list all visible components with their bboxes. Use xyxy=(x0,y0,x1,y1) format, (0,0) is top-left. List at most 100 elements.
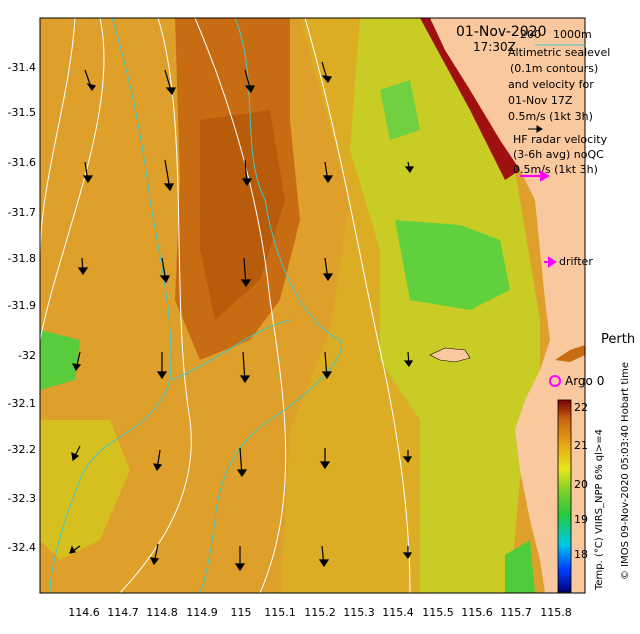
contour-scale-label: 1000m xyxy=(553,28,592,41)
lon-tick-label: 114.8 xyxy=(146,606,178,619)
sst-warm-ridge xyxy=(200,110,285,320)
lon-tick-label: 115 xyxy=(231,606,252,619)
argo-label: Argo 0 xyxy=(565,374,604,388)
lon-tick-label: 115.8 xyxy=(540,606,572,619)
hf-radar-legend: HF radar velocity (3-6h avg) noQC 0.5m/s… xyxy=(513,133,608,182)
colorbar-tick-label: 22 xyxy=(574,401,588,414)
lat-tick-label: -32 xyxy=(18,349,36,362)
map-frame xyxy=(39,17,586,594)
credit-text: © IMOS 09-Nov-2020 05:03:40 Hobart time xyxy=(620,362,631,580)
lat-tick-label: -31.5 xyxy=(8,106,36,119)
hf-radar-legend-line: (3-6h avg) noQC xyxy=(513,148,604,161)
lon-tick-label: 115.7 xyxy=(500,606,532,619)
lon-tick-label: 115.1 xyxy=(264,606,296,619)
velocity-arrow xyxy=(402,546,413,560)
lat-tick-label: -32.2 xyxy=(8,443,36,456)
altimetry-legend-line: 0.5m/s (1kt 3h) xyxy=(508,110,593,123)
lat-tick-label: -31.7 xyxy=(8,206,36,219)
map-date: 01-Nov-2020 xyxy=(456,24,547,40)
velocity-arrow xyxy=(402,450,413,464)
lat-axis: -31.4 -31.5 -31.6 -31.7 -31.8 -31.9 -32 … xyxy=(8,61,36,554)
sst-green-patch-3 xyxy=(40,330,80,390)
velocity-arrow xyxy=(241,159,253,187)
velocity-arrow xyxy=(156,352,168,380)
sst-green-patch-1 xyxy=(395,220,510,310)
velocity-arrow xyxy=(159,257,170,284)
velocity-arrow xyxy=(321,351,333,380)
lon-tick-label: 114.9 xyxy=(186,606,218,619)
lon-tick-label: 115.2 xyxy=(304,606,336,619)
velocity-arrow xyxy=(71,445,81,462)
sst-yellow-patch xyxy=(40,420,130,560)
velocity-arrow xyxy=(318,545,330,568)
colorbar: 22 21 20 19 18 Temp. (°C) VIIRS_NPP 6% q… xyxy=(557,399,605,593)
velocity-arrow xyxy=(403,351,414,368)
sst-green-patch-2 xyxy=(380,80,420,140)
contour-scale: 200 1000m xyxy=(520,28,592,46)
lat-tick-label: -31.9 xyxy=(8,299,36,312)
altimetry-legend-line: and velocity for xyxy=(508,78,594,91)
lon-axis: 114.6 114.7 114.8 114.9 115 115.1 115.2 … xyxy=(68,606,572,619)
colorbar-gradient xyxy=(557,399,572,593)
rottnest-island xyxy=(429,347,471,363)
map-area xyxy=(40,18,585,593)
colorbar-tick-label: 20 xyxy=(574,478,588,491)
colorbar-tick-label: 19 xyxy=(574,513,588,526)
colorbar-tick-label: 18 xyxy=(574,548,588,561)
velocity-arrow xyxy=(322,257,334,282)
velocity-arrow xyxy=(77,257,89,276)
lon-tick-label: 115.5 xyxy=(422,606,454,619)
velocity-arrow xyxy=(152,449,163,472)
argo-marker xyxy=(549,375,561,387)
velocity-arrow xyxy=(164,69,176,96)
velocity-arrow xyxy=(404,161,415,174)
sst-red-coastal-band xyxy=(420,18,520,180)
drifter-legend: drifter xyxy=(544,255,593,268)
isobath-contours xyxy=(49,18,342,593)
hf-radar-legend-line: HF radar velocity xyxy=(513,133,608,146)
altimetry-legend-line: (0.1m contours) xyxy=(510,62,598,75)
lat-tick-label: -31.6 xyxy=(8,156,36,169)
swan-river xyxy=(555,345,585,362)
altimetry-legend-line: 01-Nov 17Z xyxy=(508,94,573,107)
altimetry-legend-line: Altimetric sealevel xyxy=(508,46,610,59)
velocity-arrow xyxy=(149,543,160,566)
lon-tick-label: 115.4 xyxy=(382,606,414,619)
lat-tick-label: -31.8 xyxy=(8,252,36,265)
lon-tick-label: 115.6 xyxy=(461,606,493,619)
lon-tick-label: 114.6 xyxy=(68,606,100,619)
hf-radar-scale-arrow xyxy=(520,170,551,182)
velocity-arrow xyxy=(71,351,82,372)
altimetry-legend: Altimetric sealevel (0.1m contours) and … xyxy=(508,46,610,133)
drifter-label: drifter xyxy=(559,255,593,268)
velocity-arrow xyxy=(321,61,332,84)
velocity-arrow xyxy=(163,159,174,192)
sst-green-patch-4 xyxy=(505,540,535,593)
colorbar-ticks: 22 21 20 19 18 xyxy=(574,401,588,561)
velocity-arrow xyxy=(322,161,334,184)
velocity-arrow xyxy=(82,161,94,184)
hf-radar-legend-line: 0.5m/s (1kt 3h) xyxy=(513,163,598,176)
lat-tick-label: -32.4 xyxy=(8,541,36,554)
velocity-arrow xyxy=(244,69,255,94)
altimetry-scale-arrow xyxy=(528,125,543,133)
velocity-arrow xyxy=(84,69,97,92)
colorbar-tick-label: 21 xyxy=(574,439,588,452)
lat-tick-label: -32.3 xyxy=(8,492,36,505)
velocity-arrow xyxy=(236,447,248,478)
velocity-arrow xyxy=(319,448,331,470)
velocity-arrows xyxy=(69,61,415,572)
velocity-arrow xyxy=(240,257,252,288)
map-time: 17:30Z xyxy=(473,40,516,54)
velocity-arrow xyxy=(69,545,81,554)
colorbar-title: Temp. (°C) VIIRS_NPP 6% ql>=4 xyxy=(594,429,605,591)
drifter-arrow xyxy=(544,256,557,268)
velocity-arrow xyxy=(239,351,251,384)
land-mass xyxy=(430,18,585,593)
lat-tick-label: -32.1 xyxy=(8,397,36,410)
lon-tick-label: 115.3 xyxy=(343,606,375,619)
lat-tick-label: -31.4 xyxy=(8,61,36,74)
contour-scale-label: 200 xyxy=(520,28,541,41)
velocity-arrow xyxy=(234,546,246,572)
